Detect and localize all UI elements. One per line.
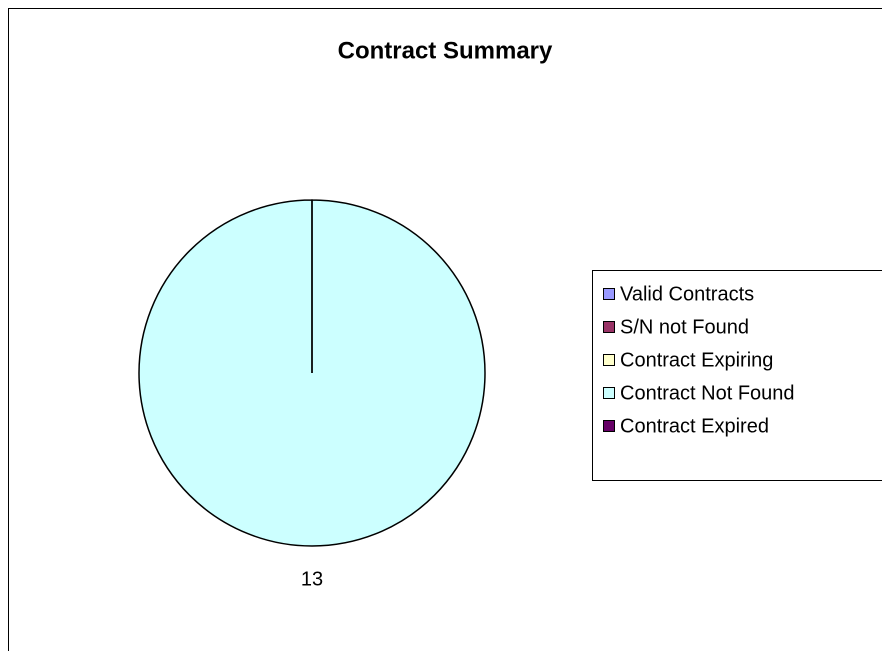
data-label: 13 bbox=[301, 568, 323, 590]
legend: Valid Contracts S/N not Found Contract Exp… bbox=[592, 270, 882, 481]
legend-swatch bbox=[603, 321, 615, 333]
legend-box bbox=[592, 270, 882, 481]
legend-swatch bbox=[603, 354, 615, 366]
legend-label: S/N not Found bbox=[620, 316, 749, 338]
legend-label: Valid Contracts bbox=[620, 283, 754, 305]
legend-label: Contract Not Found bbox=[620, 382, 795, 404]
legend-swatch bbox=[603, 387, 615, 399]
chart-title: Contract Summary bbox=[338, 37, 553, 64]
pie: 13 bbox=[138, 199, 486, 590]
legend-label: Contract Expired bbox=[620, 415, 769, 437]
legend-label: Contract Expiring bbox=[620, 349, 773, 371]
legend-swatch bbox=[603, 288, 615, 300]
legend-swatch bbox=[603, 420, 615, 432]
